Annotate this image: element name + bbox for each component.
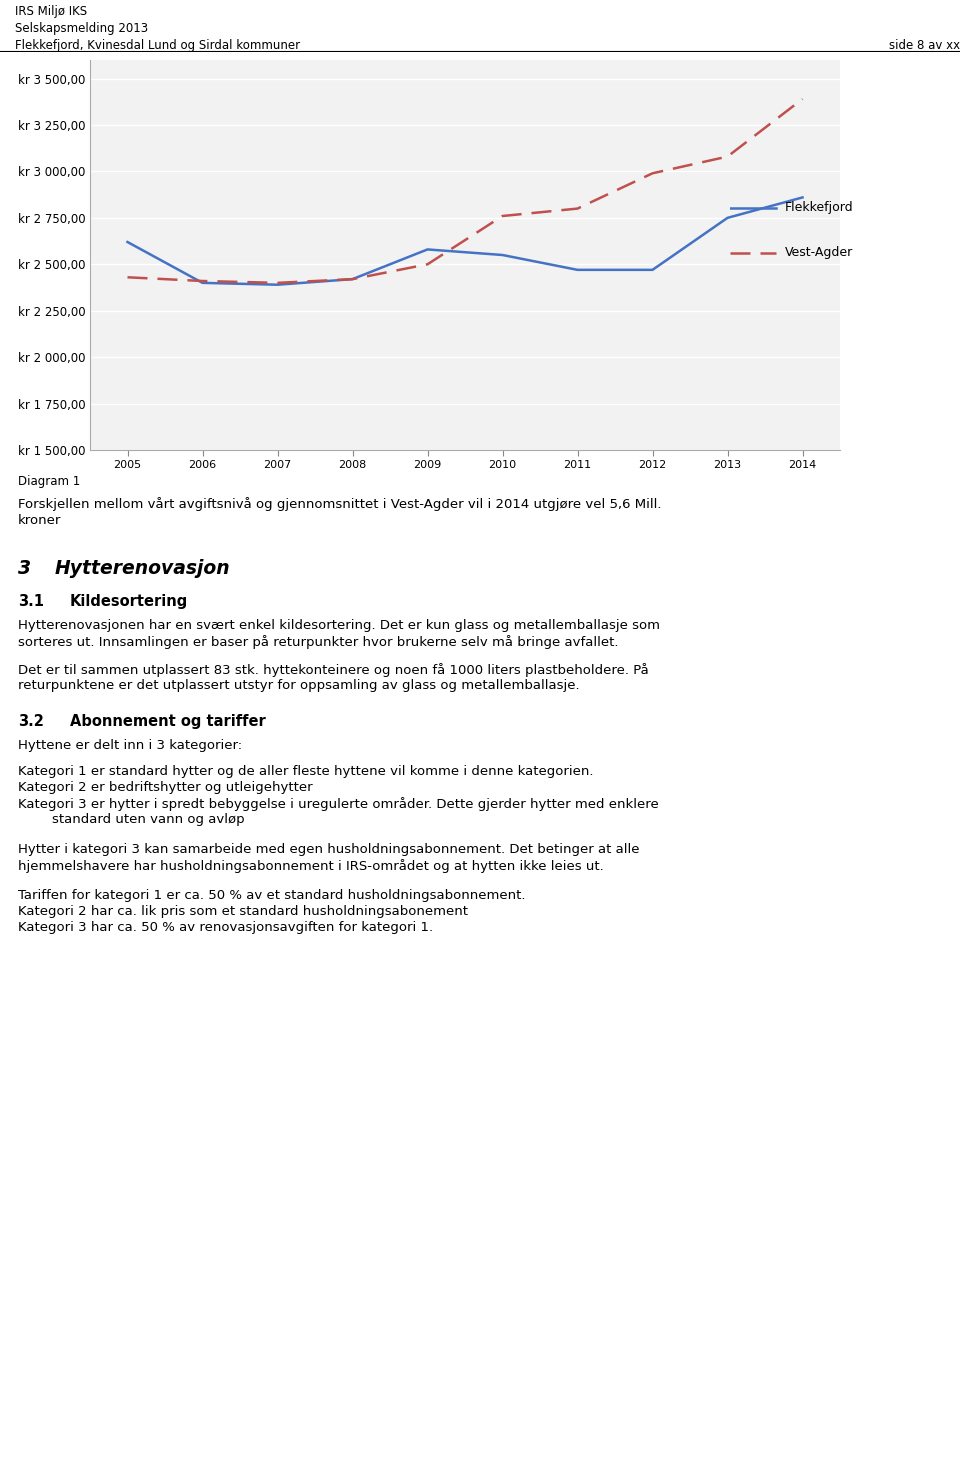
Text: Kategori 3 har ca. 50 % av renovasjonsavgiften for kategori 1.: Kategori 3 har ca. 50 % av renovasjonsav… [18, 921, 433, 934]
Text: returpunktene er det utplassert utstyr for oppsamling av glass og metallemballas: returpunktene er det utplassert utstyr f… [18, 679, 580, 692]
Text: Tariffen for kategori 1 er ca. 50 % av et standard husholdningsabonnement.: Tariffen for kategori 1 er ca. 50 % av e… [18, 890, 525, 901]
Text: Abonnement og tariffer: Abonnement og tariffer [70, 714, 266, 729]
Text: hjemmelshavere har husholdningsabonnement i IRS-området og at hytten ikke leies : hjemmelshavere har husholdningsabonnemen… [18, 859, 604, 873]
Text: side 8 av xx: side 8 av xx [889, 40, 960, 52]
Text: Flekkefjord, Kvinesdal Lund og Sirdal kommuner: Flekkefjord, Kvinesdal Lund og Sirdal ko… [15, 40, 300, 52]
Text: Hytter i kategori 3 kan samarbeide med egen husholdningsabonnement. Det betinger: Hytter i kategori 3 kan samarbeide med e… [18, 843, 639, 856]
Text: 3.2: 3.2 [18, 714, 44, 729]
Text: Hytterenovasjonen har en svært enkel kildesortering. Det er kun glass og metalle: Hytterenovasjonen har en svært enkel kil… [18, 619, 660, 632]
Text: kroner: kroner [18, 514, 61, 527]
Text: IRS Miljø IKS: IRS Miljø IKS [15, 4, 87, 18]
Text: sorteres ut. Innsamlingen er baser på returpunkter hvor brukerne selv må bringe : sorteres ut. Innsamlingen er baser på re… [18, 635, 618, 650]
Text: 3: 3 [18, 558, 31, 577]
Text: Kategori 2 har ca. lik pris som et standard husholdningsabonement: Kategori 2 har ca. lik pris som et stand… [18, 904, 468, 918]
Text: Kategori 2 er bedriftshytter og utleigehytter: Kategori 2 er bedriftshytter og utleigeh… [18, 781, 313, 794]
Text: Hytterenovasjon: Hytterenovasjon [55, 558, 230, 577]
Text: standard uten vann og avløp: standard uten vann og avløp [18, 813, 245, 826]
Text: Vest-Agder: Vest-Agder [784, 246, 852, 259]
Text: Diagram 1: Diagram 1 [18, 474, 81, 488]
Text: Kategori 3 er hytter i spredt bebyggelse i uregulerte områder. Dette gjerder hyt: Kategori 3 er hytter i spredt bebyggelse… [18, 797, 659, 812]
Text: Kildesortering: Kildesortering [70, 594, 188, 608]
Text: Flekkefjord: Flekkefjord [784, 200, 853, 214]
Text: 3.1: 3.1 [18, 594, 44, 608]
Text: Selskapsmelding 2013: Selskapsmelding 2013 [15, 22, 148, 35]
Text: Kategori 1 er standard hytter og de aller fleste hyttene vil komme i denne kateg: Kategori 1 er standard hytter og de alle… [18, 764, 593, 778]
Text: Hyttene er delt inn i 3 kategorier:: Hyttene er delt inn i 3 kategorier: [18, 739, 242, 753]
Text: Det er til sammen utplassert 83 stk. hyttekonteinere og noen få 1000 liters plas: Det er til sammen utplassert 83 stk. hyt… [18, 663, 649, 678]
Text: Forskjellen mellom vårt avgiftsnivå og gjennomsnittet i Vest-Agder vil i 2014 ut: Forskjellen mellom vårt avgiftsnivå og g… [18, 496, 661, 511]
